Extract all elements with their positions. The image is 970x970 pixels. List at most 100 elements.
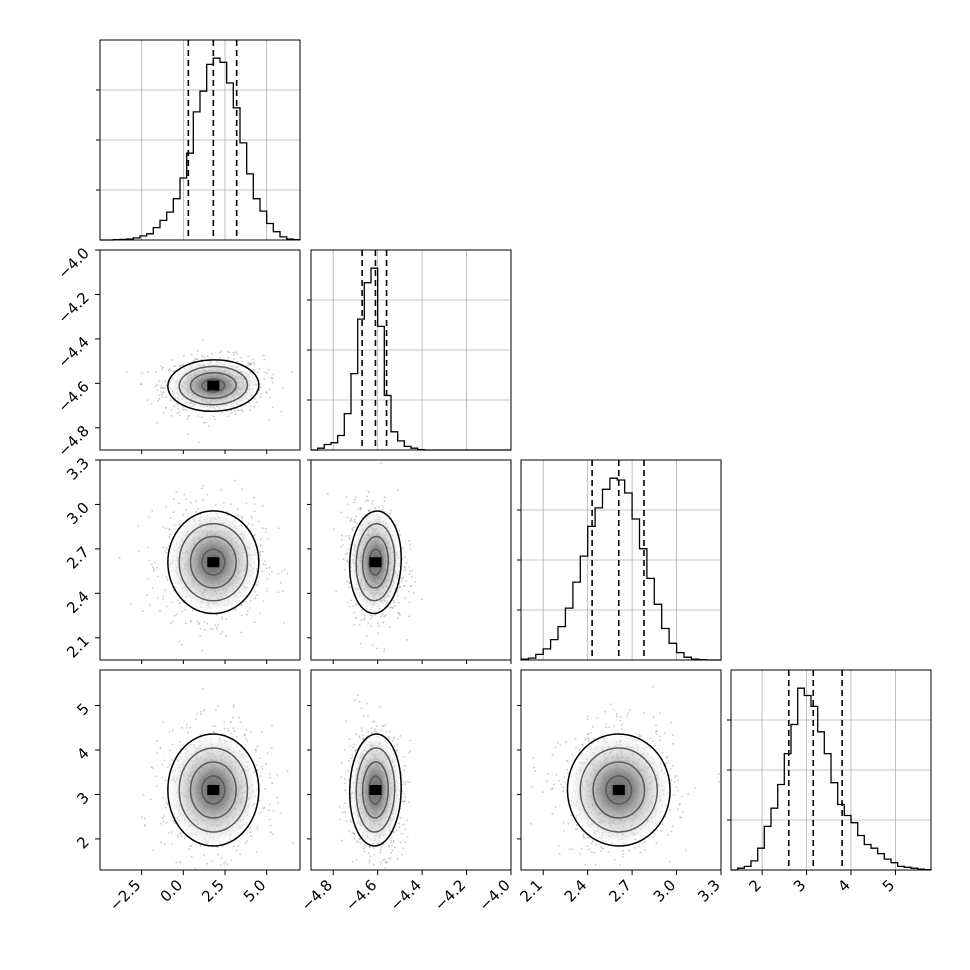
sample-point <box>253 510 256 512</box>
sample-point <box>154 385 157 387</box>
sample-point <box>178 411 181 413</box>
sample-point <box>266 752 269 755</box>
sample-point <box>648 737 651 740</box>
sample-point <box>162 526 165 528</box>
sample-point <box>261 527 264 530</box>
sample-point <box>371 615 374 618</box>
sample-point <box>182 408 185 411</box>
sample-point <box>269 776 271 779</box>
sample-point <box>180 832 183 834</box>
sample-point <box>348 548 350 551</box>
sample-point <box>368 859 371 862</box>
sample-point <box>154 561 156 564</box>
sample-point <box>233 730 236 732</box>
sample-point <box>268 573 271 576</box>
sample-point <box>363 614 366 617</box>
sample-point <box>355 858 358 861</box>
sample-point <box>371 720 374 723</box>
sample-point <box>409 570 412 573</box>
sample-point <box>245 502 248 504</box>
sample-point <box>234 609 236 611</box>
sample-point <box>202 499 205 502</box>
sample-point <box>380 846 383 849</box>
sample-point <box>165 546 168 549</box>
sample-point <box>199 845 202 848</box>
sample-point <box>247 362 250 364</box>
sample-point <box>356 522 359 525</box>
sample-point <box>409 739 412 742</box>
sample-point <box>143 817 146 820</box>
sample-point <box>355 749 357 751</box>
contour-0 <box>368 775 383 805</box>
sample-point <box>155 371 158 373</box>
sample-point <box>152 568 155 570</box>
sample-point <box>146 578 149 581</box>
sample-point <box>396 590 399 593</box>
sample-point <box>245 737 247 740</box>
sample-point <box>392 839 395 842</box>
sample-point <box>161 396 164 398</box>
sample-point <box>237 514 240 517</box>
sample-point <box>253 406 256 408</box>
sample-point <box>403 793 406 795</box>
contour-2 <box>355 747 396 833</box>
sample-point <box>399 841 402 844</box>
sample-point <box>596 876 598 878</box>
sample-point <box>264 788 266 790</box>
sample-point <box>161 764 164 766</box>
sample-point <box>368 852 370 855</box>
sample-point <box>411 569 414 572</box>
sample-point <box>239 853 242 856</box>
sample-point <box>272 810 275 812</box>
sample-point <box>187 731 189 734</box>
sample-point <box>396 857 399 860</box>
sample-point <box>254 591 256 593</box>
sample-point <box>286 770 289 773</box>
panel-frame <box>99 39 301 241</box>
sample-point <box>155 785 158 788</box>
sample-point <box>256 769 259 771</box>
sample-point <box>255 851 258 854</box>
sample-point <box>382 621 385 624</box>
sample-point <box>158 398 161 400</box>
sample-point <box>263 560 266 563</box>
sample-point <box>250 835 253 838</box>
sample-point <box>168 368 171 370</box>
sample-point <box>393 736 395 739</box>
sample-point <box>244 733 246 736</box>
sample-point <box>162 412 165 414</box>
sample-point <box>360 618 363 621</box>
sample-point <box>148 516 150 519</box>
sample-point <box>397 738 399 740</box>
sample-point <box>219 488 222 491</box>
sample-point <box>256 371 259 374</box>
sample-point <box>586 845 589 847</box>
sample-point <box>613 724 616 727</box>
sample-point <box>614 858 616 861</box>
sample-point <box>388 857 390 860</box>
sample-point <box>240 631 242 634</box>
sample-point <box>366 702 369 705</box>
sample-point <box>353 699 356 702</box>
sample-point <box>256 825 259 828</box>
sample-point <box>389 607 391 609</box>
sample-point <box>363 617 366 620</box>
contour-2 <box>178 522 249 602</box>
sample-point <box>181 610 183 613</box>
sample-point <box>204 421 207 424</box>
sample-point <box>383 648 386 650</box>
sample-point <box>156 752 159 755</box>
sample-point <box>557 741 559 744</box>
sample-point <box>406 819 408 822</box>
sample-point <box>353 518 356 521</box>
sample-point <box>191 609 194 612</box>
scatter-panel-0-2 <box>99 459 301 661</box>
sample-point <box>255 401 258 404</box>
sample-point <box>351 529 354 532</box>
sample-point <box>232 704 235 706</box>
sample-point <box>409 547 412 550</box>
sample-point <box>400 578 403 580</box>
sample-point <box>267 369 270 371</box>
sample-point <box>566 768 569 771</box>
sample-point <box>259 612 261 615</box>
